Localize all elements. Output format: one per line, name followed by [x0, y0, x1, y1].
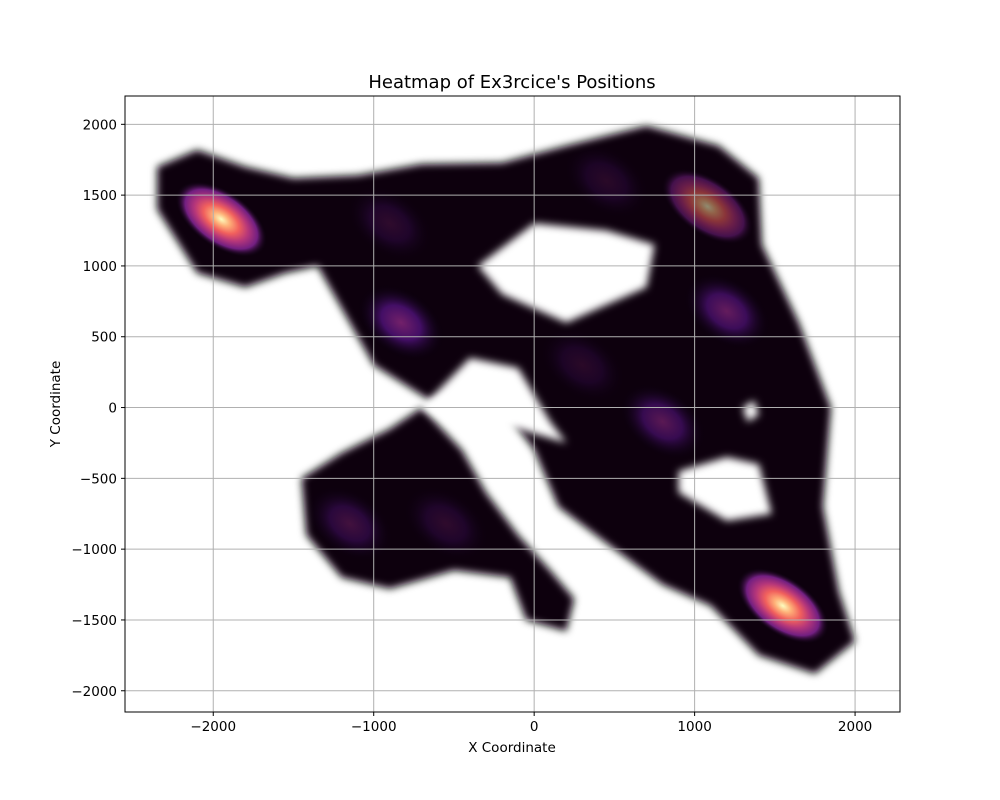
density-peak-5	[618, 383, 707, 461]
x-tick-label: 1000	[677, 719, 711, 735]
x-axis-label: X Coordinate	[468, 740, 556, 756]
density-peak-4	[683, 272, 771, 350]
density-gap-1	[421, 358, 567, 443]
x-axis-ticks: −2000 −1000 0 1000 2000	[190, 712, 872, 735]
density-peak-7	[402, 485, 490, 563]
density-gap-0	[478, 223, 655, 323]
y-tick-label: 0	[108, 401, 117, 417]
y-tick-label: 1000	[83, 259, 117, 275]
y-tick-label: 500	[91, 330, 117, 346]
x-tick-label: −1000	[351, 719, 397, 735]
y-tick-label: 1500	[83, 188, 117, 204]
grid	[125, 96, 900, 712]
y-axis-ticks: −2000 −1500 −1000 −500 0 500 1000 1500 2000	[71, 117, 125, 700]
density-peak-0	[174, 180, 268, 258]
y-axis-label: Y Coordinate	[48, 361, 64, 449]
chart-title: Heatmap of Ex3rcice's Positions	[368, 72, 655, 93]
density-peak-10	[562, 142, 650, 220]
x-tick-label: 0	[530, 719, 539, 735]
density-peak-8	[538, 326, 626, 404]
x-tick-label: −2000	[190, 719, 236, 735]
y-tick-label: 2000	[83, 117, 117, 133]
y-tick-label: −1500	[71, 613, 117, 629]
y-tick-label: −2000	[71, 684, 117, 700]
density-layer	[157, 125, 856, 674]
x-tick-label: 2000	[838, 719, 872, 735]
density-peak-6	[306, 485, 394, 563]
density-peak-2	[661, 168, 754, 245]
y-tick-label: −1000	[71, 542, 117, 558]
plot-frame	[124, 95, 901, 713]
density-peak-1	[736, 567, 830, 645]
y-tick-label: −500	[80, 471, 117, 487]
density-peak-3	[357, 284, 445, 361]
density-gap-2	[678, 457, 772, 521]
density-peak-9	[346, 185, 434, 262]
density-gap-3	[742, 400, 759, 422]
